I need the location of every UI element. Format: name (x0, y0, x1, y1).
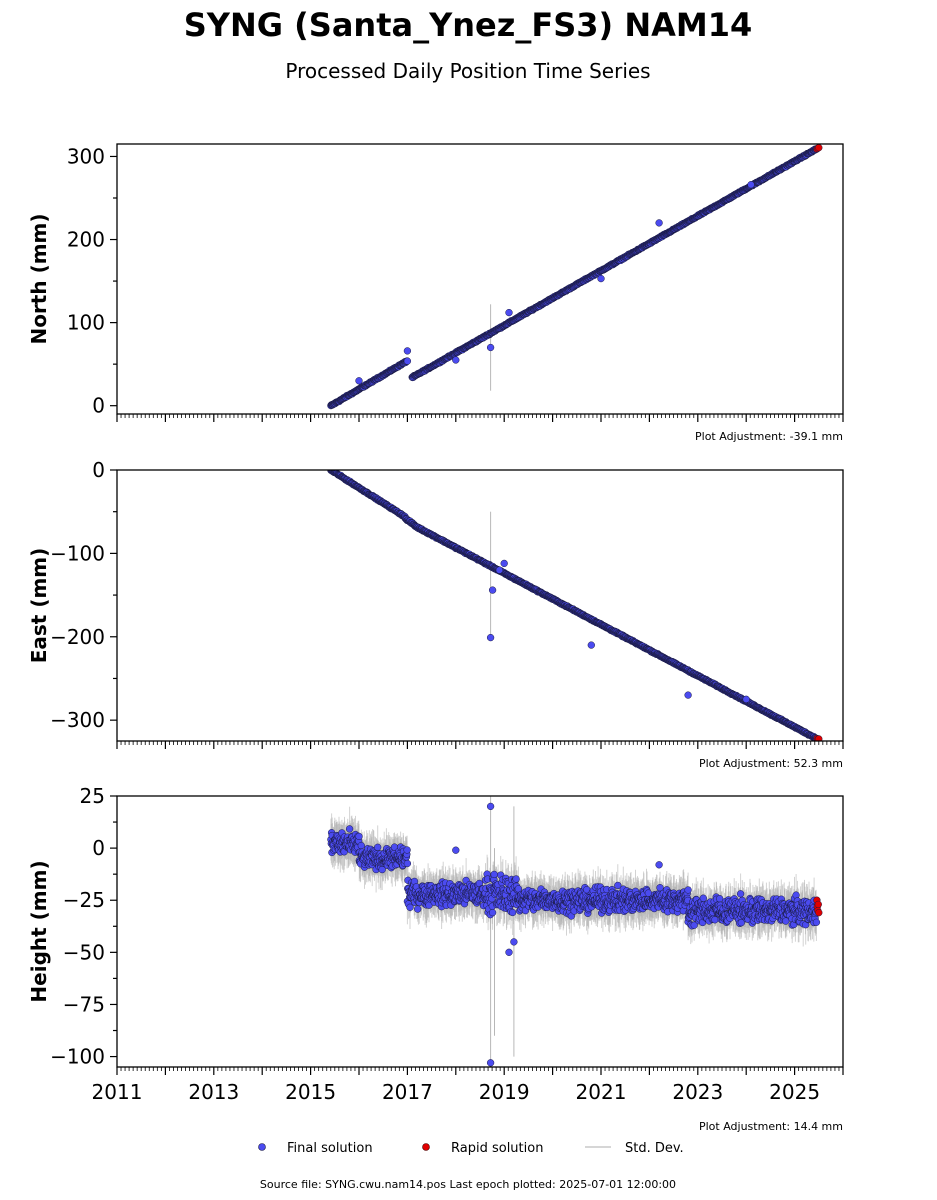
y-tick-label: −100 (50, 541, 105, 565)
y-tick-label: −200 (50, 625, 105, 649)
y-tick-label: 0 (92, 394, 105, 418)
panels: 0 100 200 300 North (mm) Plot Adjustment: -39… (27, 143, 844, 1133)
stddev-layer (330, 146, 817, 409)
outlier-point (742, 695, 750, 703)
y-tick-label: 0 (92, 458, 105, 482)
panel-1: 0 −100 −200 −300 East (mm) Plot Adjustment: 5… (27, 458, 844, 770)
outlier-point (500, 559, 508, 568)
plot-adjustment: Plot Adjustment: -39.1 mm (695, 430, 843, 443)
outlier-point (495, 566, 504, 574)
outlier-point (505, 308, 513, 317)
figure-subtitle: Processed Daily Position Time Series (285, 59, 650, 83)
outlier-point (486, 633, 495, 642)
points-layer (327, 470, 823, 741)
figure-title: SYNG (Santa_Ynez_FS3) NAM14 (184, 6, 752, 44)
data-point (403, 357, 412, 365)
y-axis-label: East (mm) (27, 548, 51, 664)
panel-0: 0 100 200 300 North (mm) Plot Adjustment: -39… (27, 143, 844, 443)
y-tick-label: 200 (67, 228, 105, 252)
y-tick-label: −300 (50, 708, 105, 732)
axes-frame (116, 469, 844, 742)
rapid-point (815, 144, 823, 152)
outlier-point (747, 181, 755, 189)
plot-adjustment: Plot Adjustment: 52.3 mm (699, 757, 843, 770)
stddev-layer (330, 796, 817, 1067)
outlier-point (486, 343, 495, 352)
outlier-point (684, 691, 692, 699)
y-tick-label: 100 (67, 311, 105, 335)
y-tick-label: 300 (67, 145, 105, 169)
outlier-point (403, 347, 412, 355)
rapid-point (815, 735, 823, 741)
points-layer (327, 144, 823, 410)
y-axis-label: North (mm) (27, 213, 51, 344)
outlier-point (488, 586, 497, 594)
outlier-point (452, 356, 460, 364)
axes-frame (116, 143, 844, 415)
outlier-point (355, 377, 363, 385)
outlier-point (655, 219, 663, 227)
outlier-point (597, 274, 605, 283)
outlier-point (587, 641, 595, 649)
